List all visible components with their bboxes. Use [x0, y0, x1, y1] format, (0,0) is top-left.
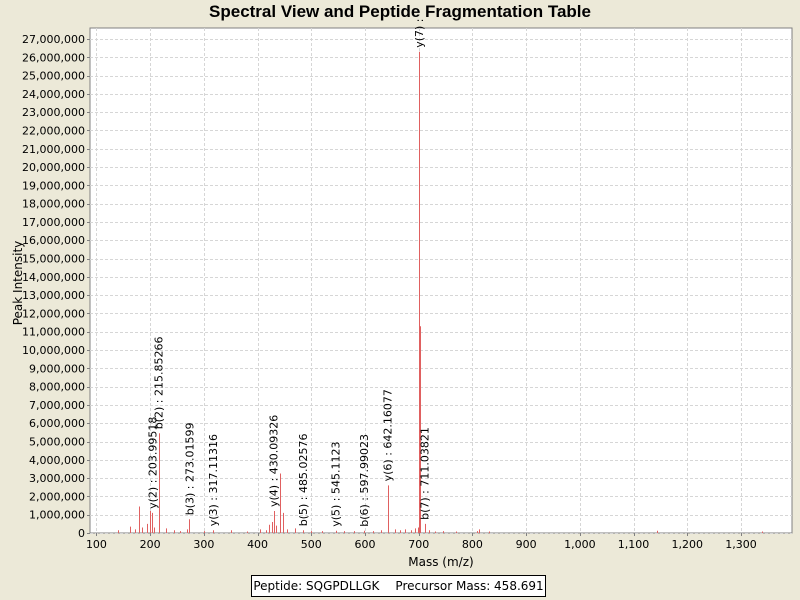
- precursor-mass-label: Precursor Mass: 458.691: [395, 579, 544, 593]
- peak-annotation-label: y(7) :: [413, 19, 426, 48]
- y-tick-label: 6,000,000: [29, 417, 85, 430]
- x-axis-label: Mass (m/z): [408, 555, 473, 569]
- y-tick-label: 2,000,000: [29, 490, 85, 503]
- y-tick-label: 0: [78, 527, 85, 540]
- y-tick-label: 17,000,000: [22, 216, 85, 229]
- peptide-label: Peptide: SQGPDLLGK: [253, 579, 380, 593]
- y-tick-label: 16,000,000: [22, 234, 85, 247]
- peak-annotation-label: y(4) : 430.09326: [268, 415, 281, 507]
- y-tick-label: 1,000,000: [29, 509, 85, 522]
- peak-annotation-label: b(7) : 711.03821: [419, 427, 432, 520]
- peak-annotation-label: b(3) : 273.01599: [183, 423, 196, 516]
- x-tick-label: 300: [193, 538, 214, 551]
- y-tick-label: 22,000,000: [22, 124, 85, 137]
- y-tick-label: 20,000,000: [22, 161, 85, 174]
- y-tick-label: 23,000,000: [22, 106, 85, 119]
- peak-annotation-label: y(5) : 545.1123: [330, 442, 343, 527]
- y-tick-label: 25,000,000: [22, 70, 85, 83]
- y-tick-label: 8,000,000: [29, 381, 85, 394]
- y-tick-label: 14,000,000: [22, 271, 85, 284]
- y-tick-label: 5,000,000: [29, 436, 85, 449]
- x-tick-label: 1,300: [725, 538, 757, 551]
- peak-annotation-label: y(6) : 642.16077: [382, 389, 395, 481]
- peak-annotation-label: b(6) : 597.99023: [358, 434, 371, 527]
- x-tick-label: 200: [140, 538, 161, 551]
- y-tick-label: 11,000,000: [22, 326, 85, 339]
- peak-annotation-label: y(2) : 203.99518: [146, 417, 159, 509]
- y-tick-label: 9,000,000: [29, 362, 85, 375]
- y-axis: 0 1,000,000 2,000,000 3,000,000 4,000,000 5,0…: [22, 33, 90, 540]
- x-tick-label: 1,200: [672, 538, 704, 551]
- x-tick-label: 100: [86, 538, 107, 551]
- x-tick-label: 1,000: [564, 538, 596, 551]
- y-tick-label: 19,000,000: [22, 179, 85, 192]
- y-tick-label: 24,000,000: [22, 88, 85, 101]
- y-tick-label: 7,000,000: [29, 399, 85, 412]
- x-tick-label: 500: [301, 538, 322, 551]
- peak-annotation-label: b(2) : 215.85266: [153, 337, 166, 430]
- peak-annotation-label: b(5) : 485.02576: [297, 434, 310, 527]
- y-tick-label: 15,000,000: [22, 253, 85, 266]
- peak-annotation-label: y(3) : 317.11316: [207, 434, 220, 526]
- peak-series: [118, 51, 763, 533]
- y-tick-label: 27,000,000: [22, 33, 85, 46]
- y-axis-label: Peak Intensity: [11, 241, 25, 326]
- x-tick-label: 400: [247, 538, 268, 551]
- y-tick-label: 21,000,000: [22, 143, 85, 156]
- x-tick-label: 700: [408, 538, 429, 551]
- chart-title: Spectral View and Peptide Fragmentation …: [209, 2, 591, 21]
- x-tick-label: 800: [462, 538, 483, 551]
- y-tick-label: 4,000,000: [29, 454, 85, 467]
- y-tick-label: 10,000,000: [22, 344, 85, 357]
- y-tick-label: 18,000,000: [22, 198, 85, 211]
- peptide-info-box: Peptide: SQGPDLLGK Precursor Mass: 458.6…: [251, 575, 546, 597]
- x-axis: 100 200 300 400 500 600 700 800 900 1,000 1,100 1,2…: [86, 533, 757, 551]
- y-tick-label: 12,000,000: [22, 307, 85, 320]
- x-tick-label: 1,100: [618, 538, 650, 551]
- x-tick-label: 900: [516, 538, 537, 551]
- x-tick-label: 600: [354, 538, 375, 551]
- y-tick-label: 3,000,000: [29, 472, 85, 485]
- y-tick-label: 13,000,000: [22, 289, 85, 302]
- y-tick-label: 26,000,000: [22, 51, 85, 64]
- grid-lines: [90, 28, 792, 534]
